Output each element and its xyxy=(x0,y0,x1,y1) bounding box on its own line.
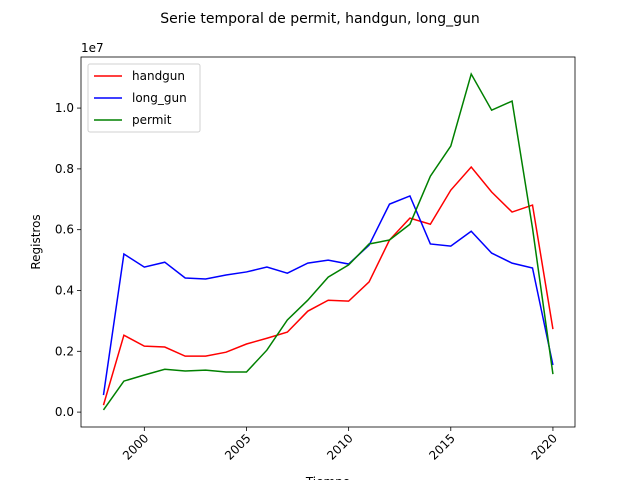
legend-label: handgun xyxy=(132,69,185,83)
y-tick-label: 0.8 xyxy=(55,162,74,176)
series-line xyxy=(102,194,554,396)
x-axis-label: Tiempo xyxy=(305,475,350,480)
y-tick-label: 1.0 xyxy=(55,101,74,115)
series-line xyxy=(102,165,554,406)
chart-title: Serie temporal de permit, handgun, long_… xyxy=(160,11,480,27)
series-line xyxy=(102,72,554,411)
legend-box xyxy=(87,63,201,133)
x-tick-label: 2005 xyxy=(222,431,253,462)
y-tick-label: 0.2 xyxy=(55,344,74,358)
x-tick-label: 2000 xyxy=(120,431,151,462)
legend-label: long_gun xyxy=(132,91,187,105)
y-tick-label: 0.4 xyxy=(55,283,74,297)
x-tick-label: 2010 xyxy=(324,431,355,462)
plot-frame xyxy=(80,56,576,428)
legend-label: permit xyxy=(132,113,172,127)
x-tick-label: 2015 xyxy=(426,431,457,462)
y-axis-label: Registros xyxy=(29,214,43,269)
y-tick-label: 0.0 xyxy=(55,405,74,419)
y-offset-label: 1e7 xyxy=(81,41,104,55)
x-tick-label: 2020 xyxy=(529,431,560,462)
y-tick-label: 0.6 xyxy=(55,223,74,237)
